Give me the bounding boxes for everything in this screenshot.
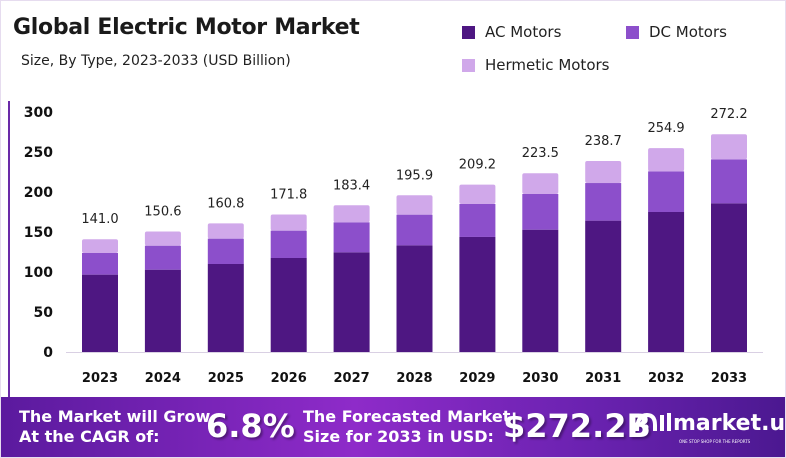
total-label-2025: 160.8 bbox=[207, 196, 244, 211]
bar-ac-motors-2025 bbox=[207, 264, 244, 352]
bar-ac-motors-2026 bbox=[270, 258, 307, 352]
cagr-label-line1: The Market will Grow bbox=[19, 407, 211, 426]
total-label-2031: 238.7 bbox=[585, 134, 622, 149]
logo-icon bbox=[635, 412, 671, 432]
bar-dc-motors-2026 bbox=[270, 230, 307, 258]
bar-ac-motors-2027 bbox=[333, 252, 370, 352]
x-tick-label: 2023 bbox=[82, 371, 118, 386]
y-tick-label: 250 bbox=[24, 145, 53, 161]
chart-subtitle: Size, By Type, 2023-2033 (USD Billion) bbox=[21, 53, 291, 69]
bar-dc-motors-2025 bbox=[207, 238, 244, 264]
bar-ac-motors-2030 bbox=[522, 229, 559, 352]
bar-hermetic-motors-2028 bbox=[396, 195, 433, 215]
legend-item-hermetic-motors: Hermetic Motors bbox=[462, 56, 609, 74]
total-label-2023: 141.0 bbox=[81, 212, 118, 227]
logo-name: market.us bbox=[673, 410, 786, 436]
legend-label: AC Motors bbox=[485, 23, 562, 41]
bar-hermetic-motors-2030 bbox=[522, 173, 559, 194]
bar-hermetic-motors-2031 bbox=[585, 161, 622, 184]
bar-dc-motors-2023 bbox=[82, 252, 118, 275]
forecast-label: The Forecasted Market Size for 2033 in U… bbox=[303, 407, 510, 447]
bar-ac-motors-2023 bbox=[82, 274, 118, 352]
total-label-2029: 209.2 bbox=[459, 158, 496, 173]
y-tick-label: 200 bbox=[24, 185, 53, 201]
cagr-label-line2: At the CAGR of: bbox=[19, 427, 160, 446]
cagr-label: The Market will Grow At the CAGR of: bbox=[19, 407, 210, 447]
total-label-2024: 150.6 bbox=[144, 205, 181, 220]
x-tick-label: 2027 bbox=[334, 371, 370, 386]
bar-dc-motors-2031 bbox=[585, 183, 622, 221]
logo-tagline: ONE STOP SHOP FOR THE REPORTS bbox=[679, 439, 751, 444]
y-tick-label: 150 bbox=[24, 225, 53, 241]
forecast-label-line2: Size for 2033 in USD: bbox=[303, 427, 494, 446]
bar-dc-motors-2030 bbox=[522, 194, 559, 230]
x-tick-label: 2033 bbox=[711, 371, 747, 386]
legend-item-dc-motors: DC Motors bbox=[626, 23, 727, 41]
legend-label: Hermetic Motors bbox=[485, 56, 610, 74]
total-label-2033: 272.2 bbox=[710, 107, 747, 122]
x-tick-label: 2025 bbox=[208, 371, 244, 386]
legend-swatch bbox=[462, 25, 475, 39]
x-tick-label: 2028 bbox=[396, 371, 432, 386]
bar-dc-motors-2029 bbox=[459, 204, 496, 237]
y-tick-label: 300 bbox=[24, 105, 53, 121]
bar-ac-motors-2032 bbox=[648, 212, 685, 352]
y-tick-label: 0 bbox=[43, 345, 53, 361]
bar-dc-motors-2024 bbox=[144, 245, 181, 270]
total-label-2027: 183.4 bbox=[333, 178, 370, 193]
bar-dc-motors-2033 bbox=[711, 159, 747, 204]
bar-hermetic-motors-2033 bbox=[711, 134, 747, 160]
bar-hermetic-motors-2027 bbox=[333, 205, 370, 223]
bar-dc-motors-2028 bbox=[396, 214, 433, 246]
cagr-value: 6.8% bbox=[206, 407, 295, 445]
bar-hermetic-motors-2032 bbox=[648, 148, 685, 172]
total-label-2028: 195.9 bbox=[396, 168, 433, 183]
bar-hermetic-motors-2025 bbox=[207, 223, 244, 239]
bar-ac-motors-2028 bbox=[396, 245, 433, 352]
forecast-label-line1: The Forecasted Market bbox=[303, 407, 511, 426]
bar-ac-motors-2033 bbox=[711, 203, 747, 352]
bar-ac-motors-2029 bbox=[459, 236, 496, 352]
legend-swatch bbox=[626, 25, 639, 39]
legend-label: DC Motors bbox=[649, 23, 727, 41]
bar-hermetic-motors-2029 bbox=[459, 184, 496, 204]
legend-swatch bbox=[462, 58, 475, 72]
total-label-2032: 254.9 bbox=[647, 121, 684, 136]
bar-hermetic-motors-2026 bbox=[270, 214, 307, 231]
total-label-2026: 171.8 bbox=[270, 188, 307, 203]
legend-item-ac-motors: AC Motors bbox=[462, 23, 561, 41]
y-tick-label: 100 bbox=[24, 265, 53, 281]
x-tick-label: 2029 bbox=[459, 371, 495, 386]
chart-title: Global Electric Motor Market bbox=[13, 15, 360, 40]
bar-ac-motors-2031 bbox=[585, 220, 622, 352]
x-tick-label: 2031 bbox=[585, 371, 621, 386]
total-label-2030: 223.5 bbox=[522, 146, 559, 161]
forecast-value: $272.2B bbox=[503, 407, 651, 445]
x-tick-label: 2024 bbox=[145, 371, 181, 386]
summary-banner: The Market will Grow At the CAGR of: 6.8… bbox=[1, 397, 786, 457]
bar-dc-motors-2027 bbox=[333, 222, 370, 253]
bar-hermetic-motors-2023 bbox=[82, 239, 118, 253]
bar-hermetic-motors-2024 bbox=[144, 231, 181, 246]
x-tick-label: 2026 bbox=[271, 371, 307, 386]
bar-dc-motors-2032 bbox=[648, 171, 685, 212]
x-tick-label: 2030 bbox=[522, 371, 558, 386]
market-us-logo: market.us ONE STOP SHOP FOR THE REPORTS bbox=[633, 409, 786, 444]
bar-ac-motors-2024 bbox=[144, 269, 181, 352]
x-tick-label: 2032 bbox=[648, 371, 684, 386]
chart-plot: 0 50 100 150 200 250 300 141.0 2023 150.6 2024 160.… bbox=[8, 101, 763, 397]
y-tick-label: 50 bbox=[34, 305, 54, 321]
